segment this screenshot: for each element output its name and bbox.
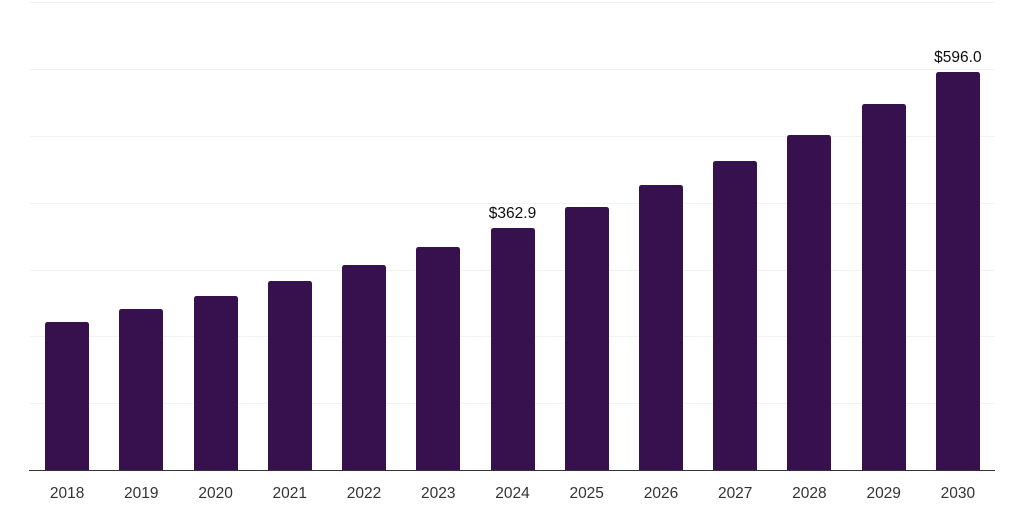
bar-2019[interactable] — [119, 309, 164, 470]
bar-2028[interactable] — [787, 134, 832, 470]
x-tick-label-2022: 2022 — [346, 485, 382, 502]
bar-2018[interactable] — [45, 322, 90, 470]
bar-2021[interactable] — [267, 280, 312, 470]
gridline-600 — [30, 69, 995, 71]
x-tick-label-2026: 2026 — [643, 485, 679, 502]
value-label-2030: $596.0 — [934, 48, 982, 66]
bar-2030[interactable] — [935, 71, 980, 470]
x-tick-label-2024: 2024 — [495, 485, 530, 502]
bar-2024[interactable] — [490, 227, 535, 470]
bar-2025[interactable] — [564, 207, 609, 470]
x-tick-label-2020: 2020 — [198, 485, 233, 502]
x-tick-label-2019: 2019 — [124, 485, 159, 502]
bar-2027[interactable] — [713, 160, 758, 470]
bar-2029[interactable] — [861, 104, 906, 470]
bar-2020[interactable] — [193, 296, 238, 470]
x-tick-label-2027: 2027 — [717, 485, 753, 502]
x-tick-label-2028: 2028 — [792, 485, 827, 502]
value-label-2024: $362.9 — [488, 204, 537, 222]
bar-2023[interactable] — [416, 246, 461, 470]
x-tick-label-2021: 2021 — [272, 485, 308, 502]
gridline-700 — [30, 2, 995, 4]
x-tick-label-2023: 2023 — [421, 485, 456, 502]
bar-2022[interactable] — [342, 264, 386, 470]
x-axis-line — [29, 469, 995, 471]
gridline-500 — [30, 136, 995, 137]
x-tick-label-2030: 2030 — [940, 485, 976, 502]
x-tick-label-2025: 2025 — [569, 485, 604, 502]
bar-2026[interactable] — [639, 184, 683, 470]
x-tick-label-2029: 2029 — [866, 485, 901, 502]
x-tick-label-2018: 2018 — [49, 485, 85, 502]
gridline-400 — [30, 202, 995, 204]
